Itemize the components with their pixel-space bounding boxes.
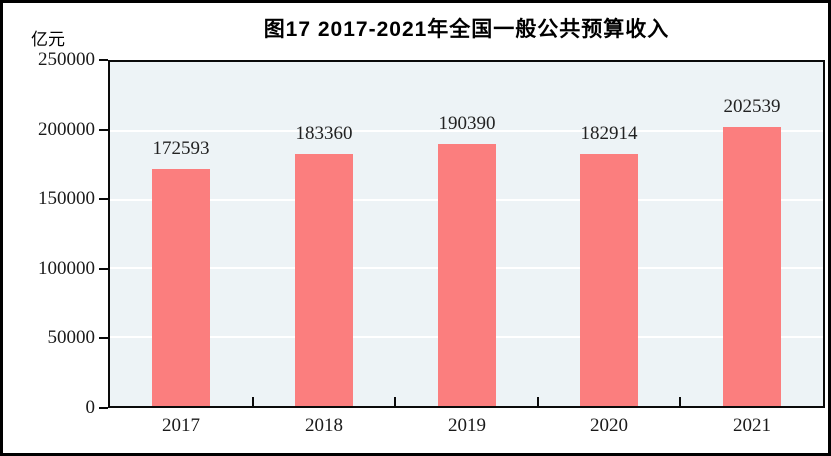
x-axis-tick-mark bbox=[679, 397, 681, 406]
y-axis-tick-label: 0 bbox=[85, 397, 96, 418]
x-axis-category-label: 2021 bbox=[733, 415, 771, 436]
x-axis-category-label: 2017 bbox=[162, 415, 200, 436]
y-axis-tick-label: 50000 bbox=[47, 327, 96, 348]
bar-2017 bbox=[152, 169, 210, 406]
y-axis-tick-label: 200000 bbox=[38, 119, 95, 140]
y-axis-tick-mark bbox=[99, 407, 108, 409]
bar-value-label: 172593 bbox=[152, 138, 210, 159]
y-axis-tick-mark bbox=[99, 198, 108, 200]
bar-2021 bbox=[723, 127, 781, 406]
x-axis-tick-mark bbox=[537, 397, 539, 406]
y-axis-tick-label: 150000 bbox=[38, 188, 95, 209]
x-axis-tick-mark bbox=[252, 397, 254, 406]
bar-2018 bbox=[295, 154, 353, 406]
x-axis-category-label: 2020 bbox=[590, 415, 628, 436]
y-axis-tick-mark bbox=[99, 268, 108, 270]
y-axis-tick-mark bbox=[99, 129, 108, 131]
bar-value-label: 182914 bbox=[580, 123, 638, 144]
bar-2019 bbox=[438, 144, 496, 406]
bar-2020 bbox=[580, 154, 638, 406]
x-axis-category-label: 2019 bbox=[448, 415, 486, 436]
y-axis-tick-mark bbox=[99, 59, 108, 61]
y-axis-unit-label: 亿元 bbox=[31, 30, 65, 49]
gridline bbox=[110, 129, 823, 132]
y-axis-tick-label: 100000 bbox=[38, 258, 95, 279]
bar-value-label: 190390 bbox=[438, 113, 496, 134]
y-axis-tick-label: 250000 bbox=[38, 49, 95, 70]
x-axis-tick-mark bbox=[394, 397, 396, 406]
bar-value-label: 202539 bbox=[723, 96, 781, 117]
y-axis-tick-mark bbox=[99, 337, 108, 339]
bar-value-label: 183360 bbox=[295, 123, 353, 144]
chart-title: 图17 2017-2021年全国一般公共预算收入 bbox=[263, 18, 670, 41]
x-axis-category-label: 2018 bbox=[305, 415, 343, 436]
